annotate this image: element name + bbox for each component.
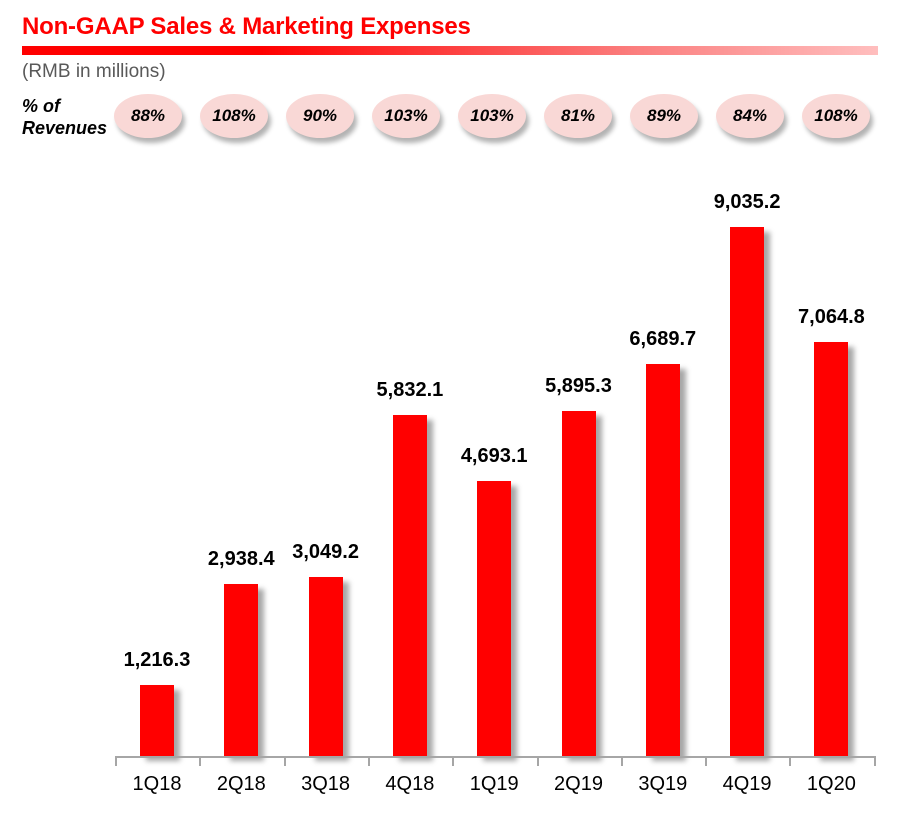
pct-badge: 108% <box>802 94 870 138</box>
bar-value-label: 4,693.1 <box>460 445 528 467</box>
pct-badge: 108% <box>200 94 268 138</box>
bar-3Q18 <box>308 577 343 756</box>
bar-2Q19 <box>561 411 596 756</box>
pct-badge: 89% <box>630 94 698 138</box>
x-axis-tick <box>536 756 539 766</box>
x-tick-label: 4Q19 <box>722 773 772 795</box>
bar-value-label: 6,689.7 <box>629 328 697 350</box>
bar-2Q18 <box>224 584 259 756</box>
bar-1Q19 <box>477 481 512 756</box>
x-axis-tick <box>620 756 623 766</box>
bar-1Q18 <box>140 685 174 756</box>
pct-of-revenues-label: % of Revenues <box>22 96 108 138</box>
bar-value-label: 3,049.2 <box>292 541 359 563</box>
x-tick-label: 2Q19 <box>554 773 603 795</box>
bar-value-label: 7,064.8 <box>798 306 865 328</box>
x-axis-line <box>115 756 874 758</box>
x-axis-tick <box>115 756 117 766</box>
bar-1Q20 <box>814 342 849 756</box>
bar-3Q19 <box>645 364 680 756</box>
bar-value-label: 9,035.2 <box>713 191 781 213</box>
x-tick-label: 1Q19 <box>469 773 519 795</box>
x-axis-tick <box>789 756 792 766</box>
bar-4Q19 <box>730 227 765 756</box>
bar-value-label: 1,216.3 <box>123 649 191 671</box>
x-tick-label: 3Q19 <box>638 773 688 795</box>
pct-badge: 84% <box>716 94 784 138</box>
x-tick-label: 2Q18 <box>216 773 266 795</box>
page-subtitle: (RMB in millions) <box>22 61 166 82</box>
x-axis-tick <box>452 756 455 766</box>
bar-value-label: 5,832.1 <box>376 379 444 401</box>
x-axis-tick <box>873 756 876 766</box>
x-tick-label: 4Q18 <box>385 773 435 795</box>
x-axis-tick <box>283 756 286 766</box>
pct-badge: 90% <box>286 94 354 138</box>
x-axis-tick <box>367 756 370 766</box>
pct-badge: 81% <box>544 94 612 138</box>
x-axis-tick <box>705 756 708 766</box>
pct-badge: 103% <box>458 94 526 138</box>
bar-4Q18 <box>392 415 427 756</box>
page-title: Non-GAAP Sales & Marketing Expenses <box>22 13 471 40</box>
bar-value-label: 2,938.4 <box>207 548 275 570</box>
x-axis-tick <box>199 756 202 766</box>
pct-badge: 88% <box>114 94 182 138</box>
pct-badge: 103% <box>372 94 440 138</box>
bar-value-label: 5,895.3 <box>545 375 612 397</box>
x-tick-label: 1Q20 <box>806 773 856 795</box>
x-tick-label: 3Q18 <box>301 773 351 795</box>
x-tick-label: 1Q18 <box>132 773 182 795</box>
title-underline <box>22 46 878 55</box>
